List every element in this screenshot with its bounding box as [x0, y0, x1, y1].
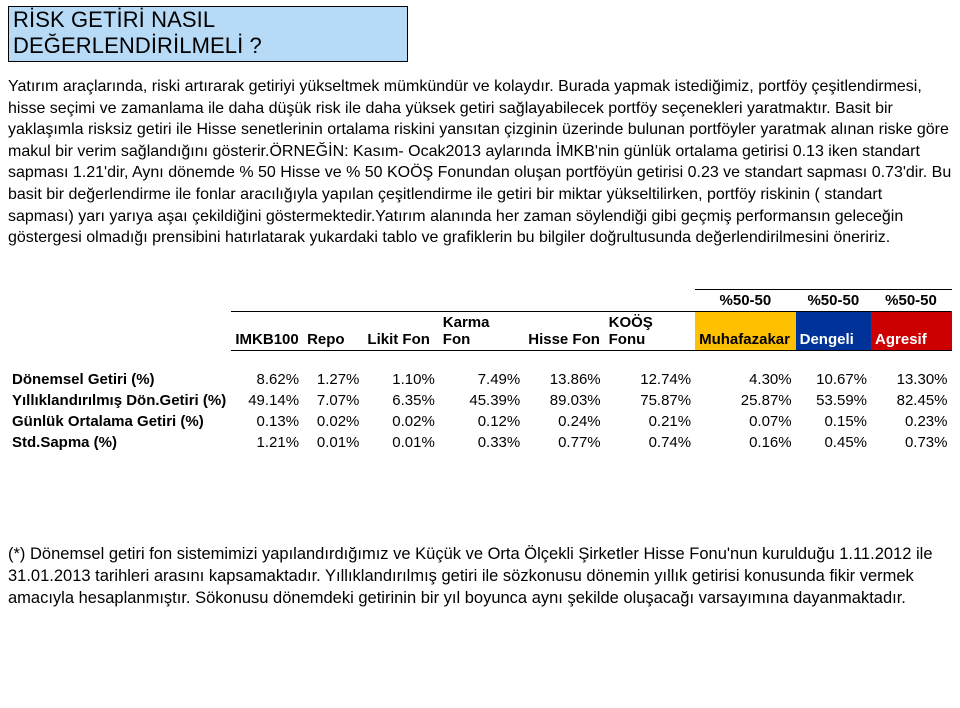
row-label: Std.Sapma (%): [8, 432, 231, 453]
table-cell: 0.77%: [524, 432, 604, 453]
table-cell: 1.21%: [231, 432, 303, 453]
table-cell: 89.03%: [524, 390, 604, 411]
table-cell: 0.01%: [303, 432, 363, 453]
table-cell: 0.73%: [871, 432, 951, 453]
table-top-header: %50-50: [796, 289, 871, 311]
table-row: Günlük Ortalama Getiri (%) 0.13% 0.02% 0…: [8, 411, 952, 432]
table-cell: 0.02%: [363, 411, 438, 432]
table-cell: 0.15%: [796, 411, 871, 432]
table-cell: 0.01%: [363, 432, 438, 453]
page: RİSK GETİRİ NASIL DEĞERLENDİRİLMELİ ? Ya…: [0, 0, 960, 646]
footnote: (*) Dönemsel getiri fon sistemimizi yapı…: [8, 543, 952, 610]
table-header-row: IMKB100 Repo Likit Fon Karma Fon Hisse F…: [8, 311, 952, 350]
performance-table: %50-50 %50-50 %50-50 IMKB100 Repo Likit …: [8, 289, 952, 453]
performance-table-wrap: %50-50 %50-50 %50-50 IMKB100 Repo Likit …: [8, 289, 952, 453]
page-title: RİSK GETİRİ NASIL DEĞERLENDİRİLMELİ ?: [13, 7, 262, 58]
table-header: Likit Fon: [363, 311, 438, 350]
table-cell: 0.13%: [231, 411, 303, 432]
table-header: KOÖŞ Fonu: [605, 311, 695, 350]
table-cell-empty: [303, 289, 363, 311]
table-cell: 13.30%: [871, 369, 951, 390]
table-cell-empty: [605, 289, 695, 311]
table-cell: 13.86%: [524, 369, 604, 390]
table-header-empty: [8, 311, 231, 350]
row-label: Yıllıklandırılmış Dön.Getiri (%): [8, 390, 231, 411]
table-spacer-row: [8, 350, 952, 369]
table-header-muhafazakar: Muhafazakar: [695, 311, 796, 350]
table-cell: 0.23%: [871, 411, 951, 432]
table-cell: 45.39%: [439, 390, 524, 411]
table-cell-empty: [8, 289, 231, 311]
table-cell-empty: [231, 289, 303, 311]
table-header: IMKB100: [231, 311, 303, 350]
table-row: Std.Sapma (%) 1.21% 0.01% 0.01% 0.33% 0.…: [8, 432, 952, 453]
table-header: Hisse Fon: [524, 311, 604, 350]
table-row: Yıllıklandırılmış Dön.Getiri (%) 49.14% …: [8, 390, 952, 411]
table-cell: 12.74%: [605, 369, 695, 390]
table-header: Karma Fon: [439, 311, 524, 350]
table-cell: 0.02%: [303, 411, 363, 432]
table-cell: 6.35%: [363, 390, 438, 411]
row-label: Dönemsel Getiri (%): [8, 369, 231, 390]
table-cell: 0.45%: [796, 432, 871, 453]
table-cell: 25.87%: [695, 390, 796, 411]
table-cell: 8.62%: [231, 369, 303, 390]
table-cell: 10.67%: [796, 369, 871, 390]
table-cell: 75.87%: [605, 390, 695, 411]
table-cell: 49.14%: [231, 390, 303, 411]
row-label: Günlük Ortalama Getiri (%): [8, 411, 231, 432]
table-top-header-row: %50-50 %50-50 %50-50: [8, 289, 952, 311]
table-cell: 0.33%: [439, 432, 524, 453]
table-cell: 0.07%: [695, 411, 796, 432]
table-cell: 4.30%: [695, 369, 796, 390]
table-header-dengeli: Dengeli: [796, 311, 871, 350]
table-header-agresif: Agresif: [871, 311, 951, 350]
table-cell: 0.12%: [439, 411, 524, 432]
table-cell-empty: [8, 350, 952, 369]
table-cell: 1.27%: [303, 369, 363, 390]
table-cell: 0.24%: [524, 411, 604, 432]
table-cell-empty: [439, 289, 524, 311]
table-cell-empty: [524, 289, 604, 311]
table-cell: 1.10%: [363, 369, 438, 390]
table-cell: 0.21%: [605, 411, 695, 432]
table-header: Repo: [303, 311, 363, 350]
table-cell: 53.59%: [796, 390, 871, 411]
table-top-header: %50-50: [871, 289, 951, 311]
table-row: Dönemsel Getiri (%) 8.62% 1.27% 1.10% 7.…: [8, 369, 952, 390]
table-top-header: %50-50: [695, 289, 796, 311]
body-paragraph: Yatırım araçlarında, riski artırarak get…: [8, 76, 952, 249]
table-cell-empty: [363, 289, 438, 311]
table-cell: 82.45%: [871, 390, 951, 411]
table-cell: 7.07%: [303, 390, 363, 411]
title-box: RİSK GETİRİ NASIL DEĞERLENDİRİLMELİ ?: [8, 6, 408, 62]
table-cell: 7.49%: [439, 369, 524, 390]
table-cell: 0.74%: [605, 432, 695, 453]
table-cell: 0.16%: [695, 432, 796, 453]
